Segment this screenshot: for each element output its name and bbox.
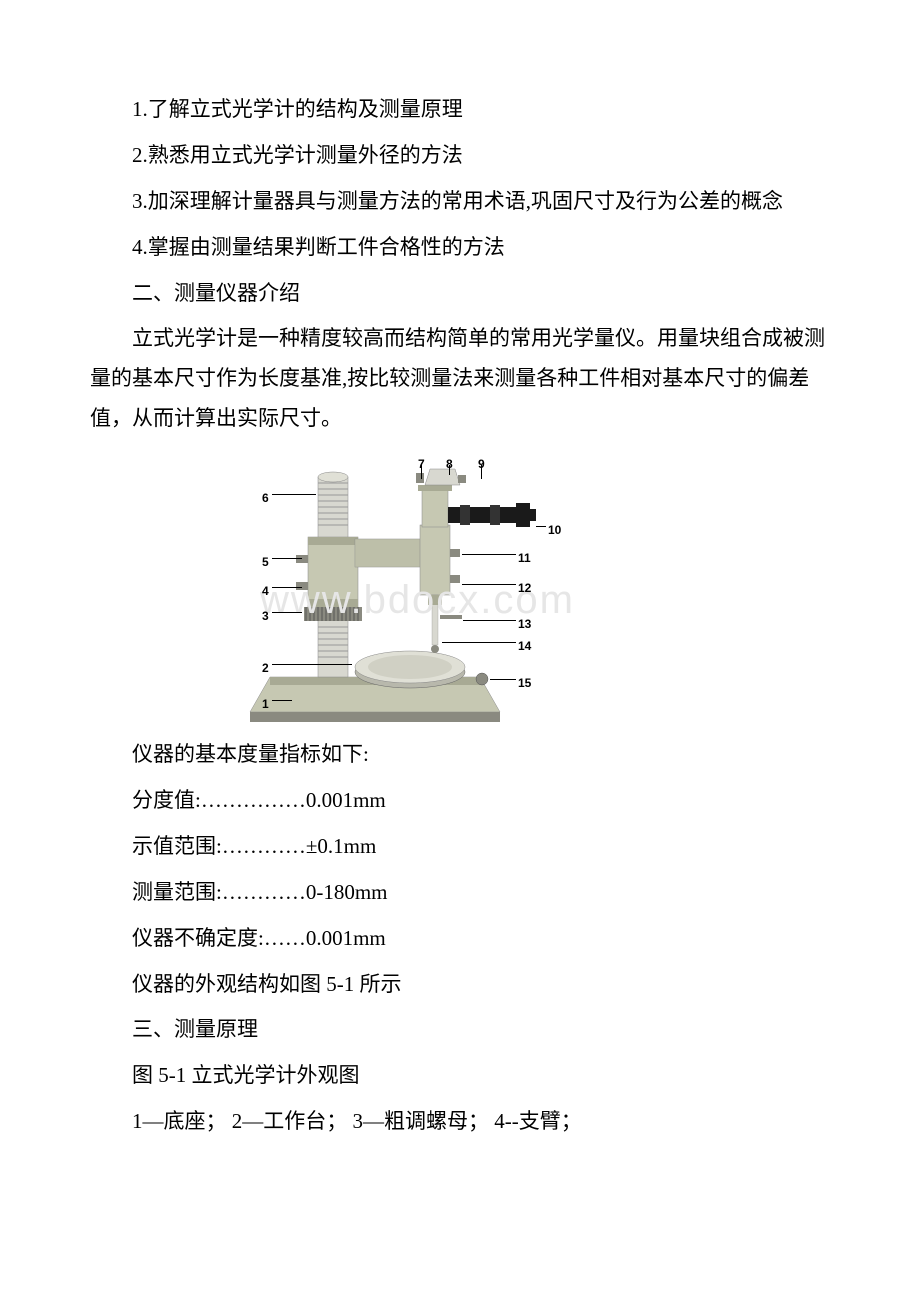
heading-principle: 三、测量原理 — [90, 1010, 830, 1050]
callout-13: 13 — [518, 613, 531, 636]
para-objective-2: 2.熟悉用立式光学计测量外径的方法 — [90, 136, 830, 176]
leader-line — [463, 620, 516, 621]
callout-7: 7 — [418, 453, 425, 476]
legend-parts: 1—底座； 2—工作台； 3—粗调螺母； 4--支臂； — [90, 1102, 830, 1142]
callout-10: 10 — [548, 519, 561, 542]
callout-3: 3 — [262, 605, 269, 628]
para-objective-3: 3.加深理解计量器具与测量方法的常用术语,巩固尺寸及行为公差的概念 — [90, 182, 830, 222]
callout-11: 11 — [518, 547, 531, 570]
callout-5: 5 — [262, 551, 269, 574]
leader-line — [536, 526, 546, 527]
leader-line — [272, 612, 302, 613]
figure-caption: 图 5-1 立式光学计外观图 — [90, 1056, 830, 1096]
leader-line — [272, 700, 292, 701]
callout-1: 1 — [262, 693, 269, 716]
callout-12: 12 — [518, 577, 531, 600]
para-spec-heading: 仪器的基本度量指标如下: — [90, 735, 830, 775]
figure-optical-comparator: www.bdocx.com — [200, 447, 620, 727]
callout-9: 9 — [478, 453, 485, 476]
para-objective-1: 1.了解立式光学计的结构及测量原理 — [90, 90, 830, 130]
leader-line — [442, 642, 516, 643]
leader-line — [272, 587, 302, 588]
spec-range: 测量范围:…………0-180mm — [90, 873, 830, 913]
callout-4: 4 — [262, 580, 269, 603]
leader-line — [272, 494, 316, 495]
spec-division: 分度值:……………0.001mm — [90, 781, 830, 821]
leader-line — [462, 554, 516, 555]
para-instrument-desc: 立式光学计是一种精度较高而结构简单的常用光学量仪。用量块组合成被测量的基本尺寸作… — [90, 319, 830, 439]
heading-instrument-intro: 二、测量仪器介绍 — [90, 274, 830, 314]
leader-line — [462, 584, 516, 585]
leader-line — [272, 558, 302, 559]
spec-indication: 示值范围:…………±0.1mm — [90, 827, 830, 867]
callout-8: 8 — [446, 453, 453, 476]
callout-15: 15 — [518, 672, 531, 695]
leader-line — [272, 664, 352, 665]
para-figure-ref: 仪器的外观结构如图 5-1 所示 — [90, 965, 830, 1005]
callout-2: 2 — [262, 657, 269, 680]
callout-6: 6 — [262, 487, 269, 510]
spec-uncertainty: 仪器不确定度:……0.001mm — [90, 919, 830, 959]
leader-line — [490, 679, 516, 680]
callout-14: 14 — [518, 635, 531, 658]
para-objective-4: 4.掌握由测量结果判断工件合格性的方法 — [90, 228, 830, 268]
